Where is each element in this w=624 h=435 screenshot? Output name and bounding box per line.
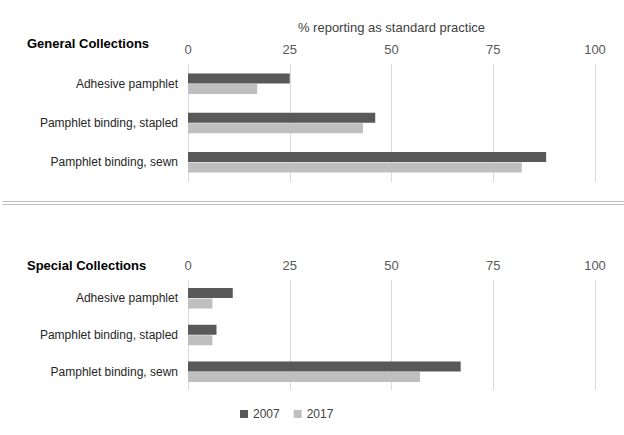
svg-text:25: 25 (283, 258, 297, 273)
svg-text:50: 50 (384, 258, 398, 273)
svg-text:Pamphlet binding, stapled: Pamphlet binding, stapled (40, 328, 178, 342)
svg-text:75: 75 (486, 258, 500, 273)
svg-text:Adhesive pamphlet: Adhesive pamphlet (76, 77, 179, 91)
svg-text:2007: 2007 (253, 407, 280, 421)
svg-text:General Collections: General Collections (27, 36, 149, 51)
svg-text:100: 100 (584, 42, 606, 57)
svg-text:Pamphlet binding, sewn: Pamphlet binding, sewn (51, 155, 178, 169)
svg-text:Adhesive pamphlet: Adhesive pamphlet (76, 291, 179, 305)
svg-text:50: 50 (384, 42, 398, 57)
svg-text:Special Collections: Special Collections (27, 258, 146, 273)
svg-text:0: 0 (184, 258, 191, 273)
svg-text:25: 25 (283, 42, 297, 57)
svg-text:% reporting as standard practi: % reporting as standard practice (298, 20, 485, 35)
svg-text:2017: 2017 (307, 407, 334, 421)
svg-text:Pamphlet binding, sewn: Pamphlet binding, sewn (51, 365, 178, 379)
svg-text:75: 75 (486, 42, 500, 57)
svg-text:0: 0 (184, 42, 191, 57)
svg-text:100: 100 (584, 258, 606, 273)
svg-text:Pamphlet binding, stapled: Pamphlet binding, stapled (40, 116, 178, 130)
